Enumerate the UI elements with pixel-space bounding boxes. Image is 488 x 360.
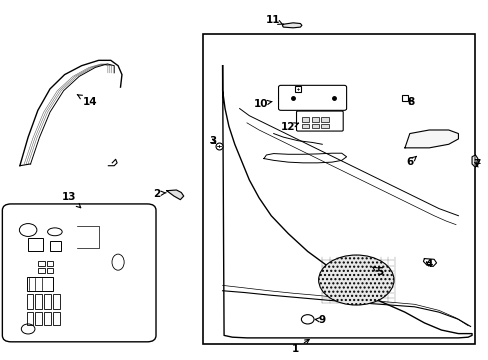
Bar xyxy=(53,312,60,325)
Text: 2: 2 xyxy=(153,189,166,199)
Bar xyxy=(44,294,51,309)
Text: 11: 11 xyxy=(265,15,282,25)
Bar xyxy=(27,312,33,325)
Bar xyxy=(53,294,60,309)
Bar xyxy=(301,123,308,128)
Text: 1: 1 xyxy=(291,339,308,354)
Bar xyxy=(35,294,42,309)
Bar xyxy=(50,242,61,251)
Bar xyxy=(311,117,318,122)
Text: 8: 8 xyxy=(407,97,413,107)
FancyBboxPatch shape xyxy=(203,33,474,344)
Bar xyxy=(35,312,42,325)
Bar xyxy=(38,268,44,273)
Text: 13: 13 xyxy=(62,192,81,208)
Text: 10: 10 xyxy=(254,99,271,109)
Text: 9: 9 xyxy=(315,315,325,325)
Ellipse shape xyxy=(47,228,62,236)
Polygon shape xyxy=(166,190,183,200)
Bar xyxy=(321,117,328,122)
Text: 4: 4 xyxy=(425,259,432,269)
Text: 6: 6 xyxy=(406,156,416,167)
Bar xyxy=(301,117,308,122)
Polygon shape xyxy=(282,23,301,28)
Polygon shape xyxy=(404,130,458,148)
Bar xyxy=(28,238,42,251)
Bar xyxy=(311,123,318,128)
FancyBboxPatch shape xyxy=(296,111,343,131)
Bar xyxy=(46,261,53,266)
Ellipse shape xyxy=(318,255,393,305)
Bar xyxy=(38,261,44,266)
FancyBboxPatch shape xyxy=(278,85,346,111)
Text: 7: 7 xyxy=(472,159,480,169)
Text: 3: 3 xyxy=(209,136,216,147)
Bar xyxy=(27,294,33,309)
Polygon shape xyxy=(471,155,477,167)
Text: 14: 14 xyxy=(77,95,97,107)
FancyBboxPatch shape xyxy=(2,204,156,342)
Bar xyxy=(46,268,53,273)
Bar xyxy=(44,312,51,325)
Text: 5: 5 xyxy=(372,267,383,277)
Bar xyxy=(321,123,328,128)
Text: 12: 12 xyxy=(281,122,298,132)
Ellipse shape xyxy=(112,254,124,270)
Bar xyxy=(27,277,53,291)
